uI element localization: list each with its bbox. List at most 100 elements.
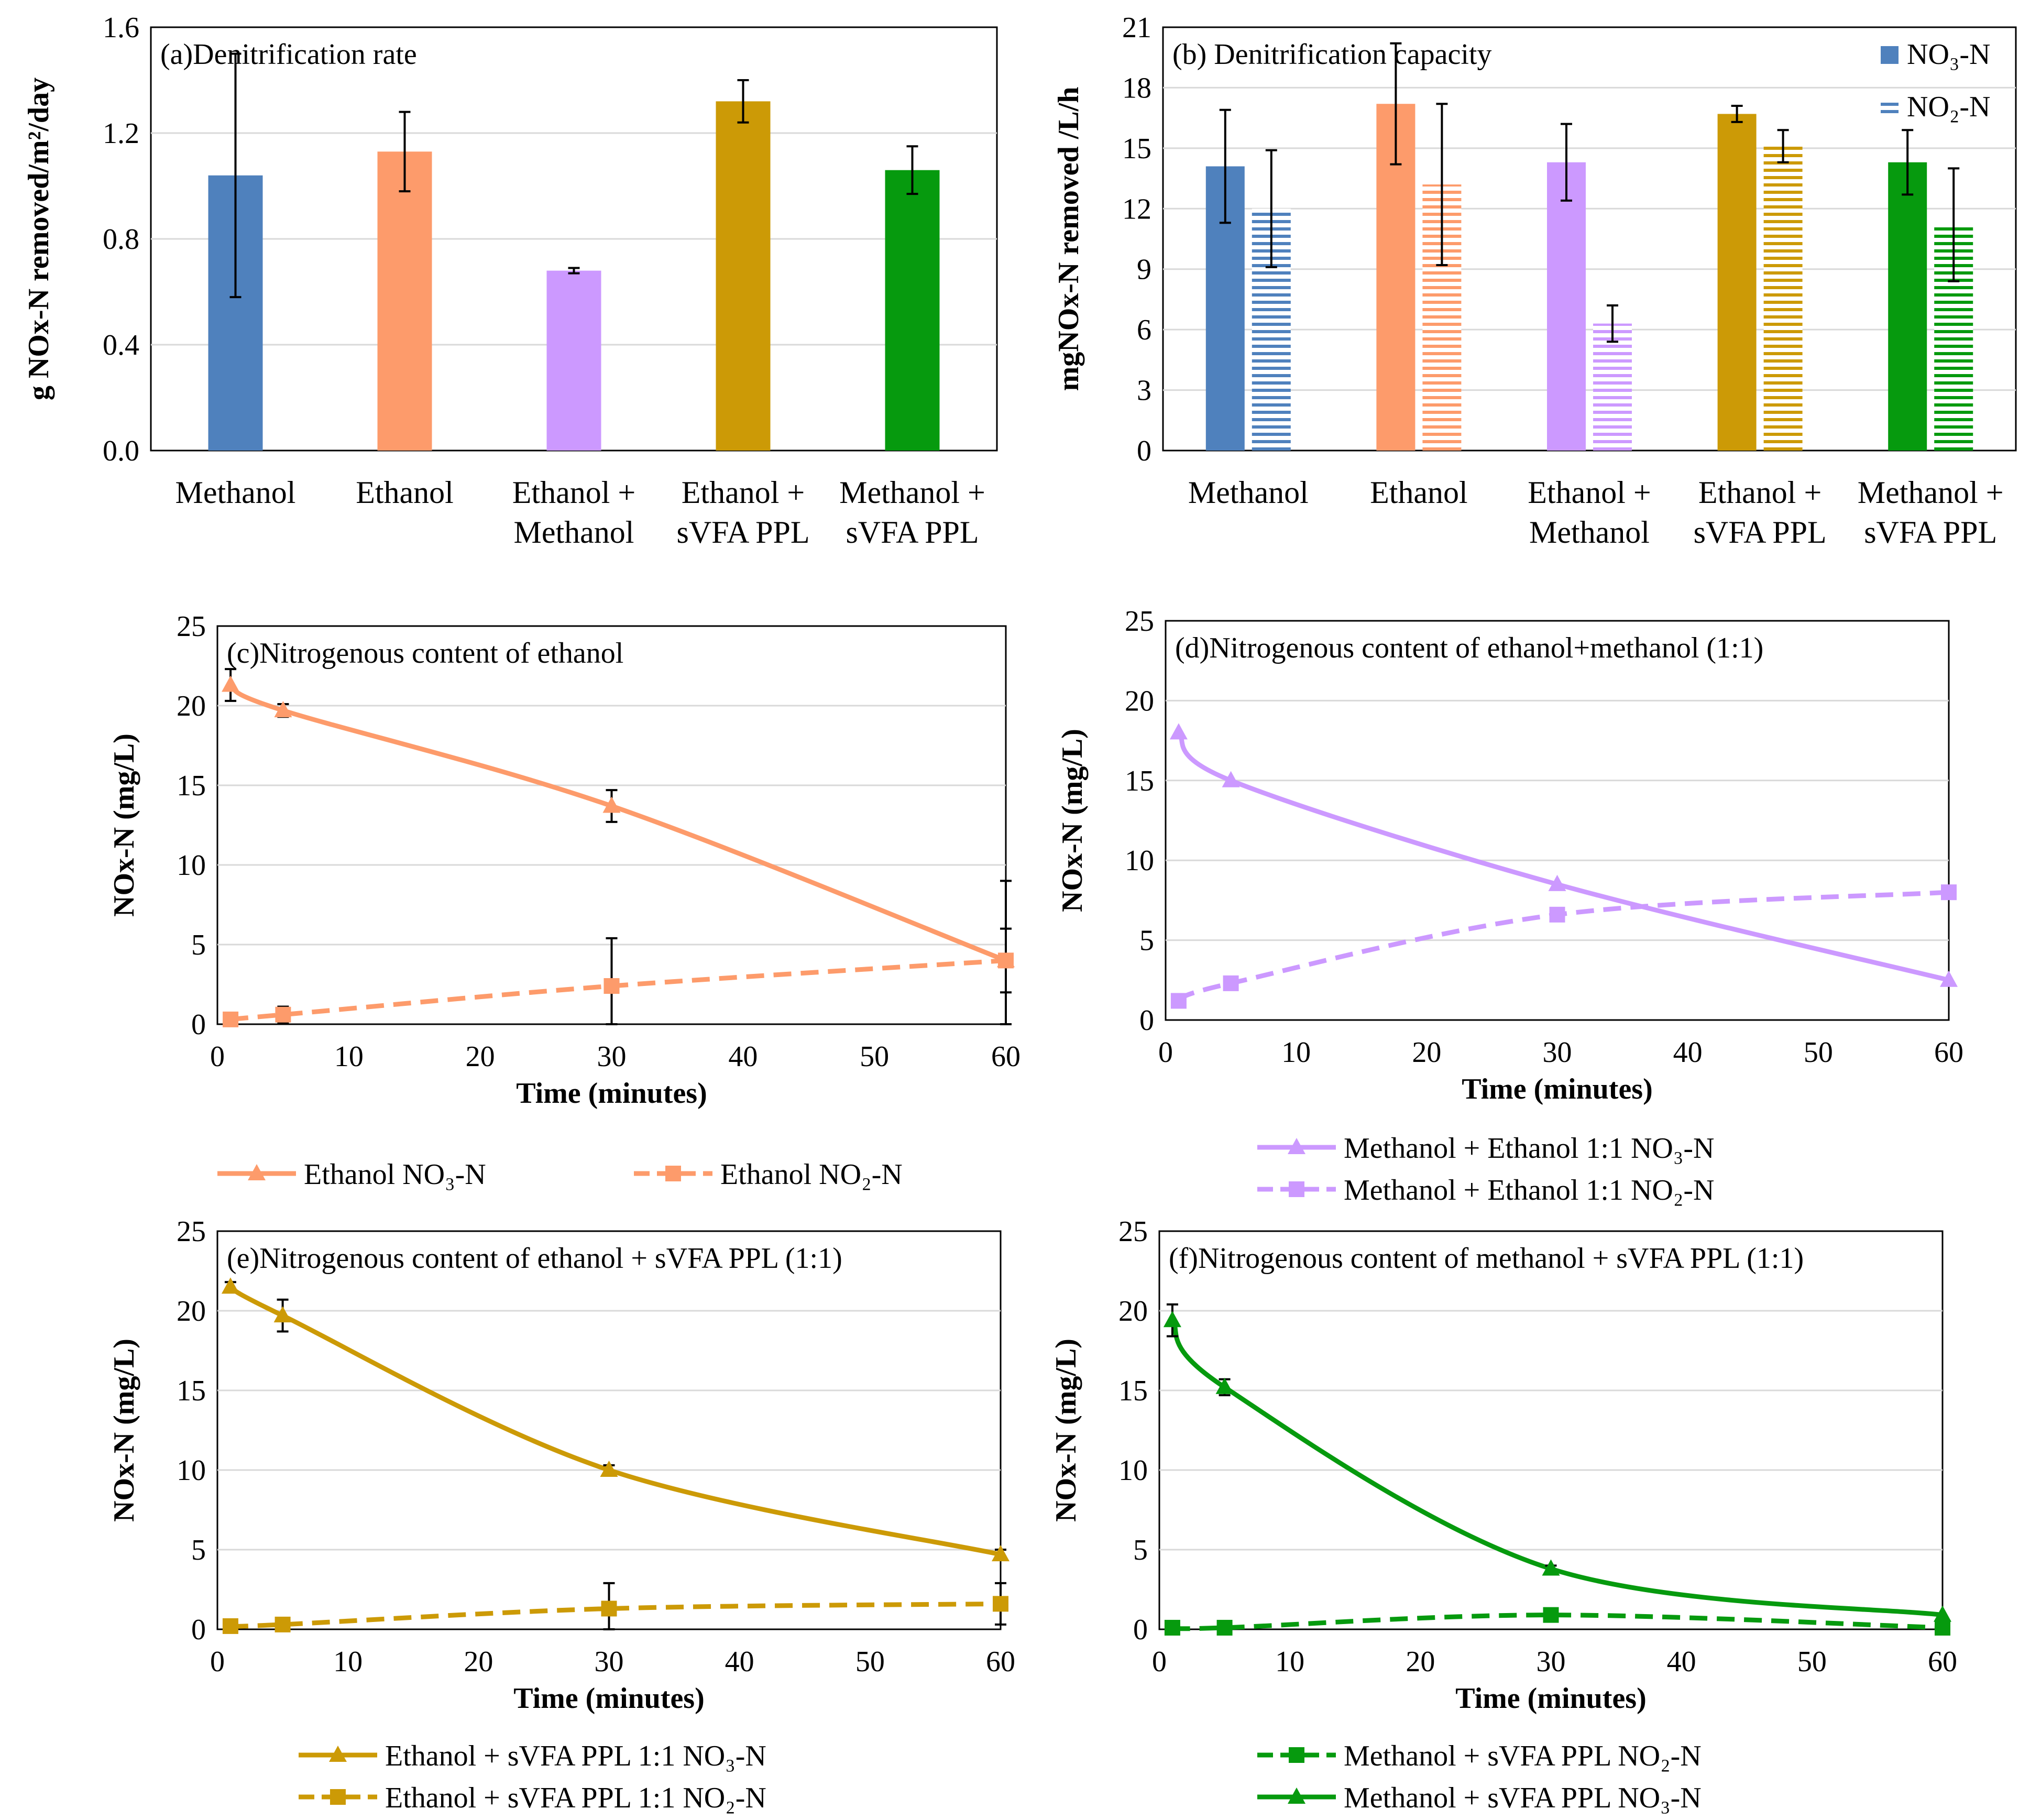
y-tick-label: 9 — [1137, 254, 1151, 286]
y-tick-label: 5 — [1133, 1534, 1148, 1566]
y-tick-label: 5 — [191, 1534, 206, 1566]
chart-title: (b) Denitrification capacity — [1172, 38, 1492, 71]
data-point-triangle — [1288, 1138, 1305, 1154]
x-tick-label: 10 — [334, 1040, 364, 1073]
x-axis-label: Time (minutes) — [1462, 1073, 1653, 1105]
chart-title: (e)Nitrogenous content of ethanol + sVFA… — [227, 1242, 842, 1275]
data-point-square — [1289, 1747, 1304, 1763]
y-tick-label: 0 — [1133, 1614, 1148, 1646]
y-tick-label: 3 — [1137, 375, 1151, 407]
y-axis-label: g NOx-N removed/m²/day — [23, 78, 55, 400]
bar — [1547, 162, 1586, 451]
y-tick-label: 0 — [191, 1008, 206, 1041]
y-axis-label: NOx-N (mg/L) — [108, 1339, 140, 1522]
data-point-triangle — [1163, 1311, 1181, 1328]
data-point-square — [1216, 1619, 1233, 1636]
y-tick-label: 1.2 — [103, 117, 139, 150]
data-point-triangle — [600, 1461, 618, 1477]
y-tick-label: 20 — [177, 690, 206, 722]
bar — [1717, 114, 1757, 451]
data-point-square — [993, 1596, 1008, 1612]
x-category-label: sVFA PPL — [1864, 515, 1997, 550]
x-tick-label: 30 — [1543, 1036, 1572, 1069]
x-tick-label: 50 — [855, 1646, 885, 1678]
x-tick-label: 30 — [597, 1040, 627, 1073]
y-tick-label: 18 — [1122, 72, 1151, 104]
chart-title: (c)Nitrogenous content of ethanol — [227, 637, 623, 670]
x-tick-label: 50 — [860, 1040, 889, 1073]
y-tick-label: 25 — [1125, 605, 1154, 638]
x-tick-label: 20 — [1406, 1646, 1435, 1678]
x-tick-label: 40 — [728, 1040, 758, 1073]
y-tick-label: 0 — [191, 1614, 206, 1646]
data-point-triangle — [602, 796, 621, 813]
y-tick-label: 12 — [1122, 193, 1151, 225]
x-category-label: sVFA PPL — [846, 515, 979, 550]
data-point-triangle — [1542, 1559, 1560, 1576]
x-tick-label: 60 — [991, 1040, 1021, 1073]
y-axis-label: NOx-N (mg/L) — [1050, 1339, 1082, 1522]
legend-label: Methanol + Ethanol 1:1 NO₂-N — [1344, 1174, 1714, 1207]
x-tick-label: 20 — [464, 1646, 493, 1678]
data-point-triangle — [329, 1746, 347, 1762]
x-tick-label: 10 — [1275, 1646, 1304, 1678]
x-category-label: Methanol — [1188, 475, 1309, 510]
x-category-label: Methanol — [514, 515, 634, 550]
y-tick-label: 0 — [1139, 1004, 1154, 1037]
y-tick-label: 25 — [177, 610, 206, 643]
y-tick-label: 10 — [1118, 1454, 1148, 1487]
data-point-square — [665, 1166, 681, 1181]
x-category-label: Ethanol + — [1698, 475, 1821, 510]
legend-label: Ethanol + sVFA PPL 1:1 NO₃-N — [385, 1740, 766, 1772]
legend: NO₃-N NO₂-N — [1881, 38, 1991, 123]
y-tick-label: 15 — [1118, 1375, 1148, 1407]
plot-area-border — [1162, 26, 2017, 452]
data-point-square — [275, 1616, 291, 1632]
x-tick-label: 30 — [595, 1646, 624, 1678]
legend-label: Methanol + sVFA PPL NO₃-N — [1344, 1782, 1702, 1814]
x-tick-label: 40 — [1673, 1036, 1703, 1069]
x-tick-label: 10 — [1281, 1036, 1311, 1069]
chart-b: 0 3 6 9 12 15 18 21 mgNOx-N removed /L/h (b) Deni… — [1052, 12, 2017, 550]
y-tick-label: 6 — [1137, 314, 1151, 346]
data-point-square — [1549, 906, 1565, 923]
x-tick-label: 60 — [1934, 1036, 1963, 1069]
data-point-triangle — [222, 675, 240, 692]
chart-title: (d)Nitrogenous content of ethanol+methan… — [1175, 632, 1763, 664]
legend-label: NO₂-N — [1907, 91, 1991, 123]
data-point-triangle — [1222, 771, 1240, 787]
y-tick-label: 0.4 — [103, 329, 139, 361]
bar — [1593, 323, 1632, 451]
y-tick-label: 0 — [1137, 435, 1151, 467]
y-tick-label: 20 — [1118, 1295, 1148, 1328]
data-point-square — [998, 952, 1014, 969]
legend-swatch — [1881, 98, 1899, 116]
x-axis-label: Time (minutes) — [516, 1077, 707, 1110]
series-line — [230, 958, 1006, 1022]
y-tick-label: 0.0 — [103, 435, 139, 467]
y-tick-label: 10 — [1125, 845, 1154, 877]
chart-a: 0.0 0.4 0.8 1.2 1.6 g NOx-N removed/m²/day (a)… — [23, 12, 998, 550]
chart-e: 0 5 10 15 20 25 NOx-N (mg/L) (e)Nitrogenous con… — [108, 1215, 1015, 1814]
legend-label: Ethanol NO₂-N — [720, 1158, 903, 1191]
plot-area-border — [1165, 620, 1950, 1021]
data-point-triangle — [1940, 970, 1958, 987]
x-category-label: Methanol — [175, 475, 296, 510]
x-tick-label: 50 — [1797, 1646, 1827, 1678]
data-point-triangle — [1169, 723, 1188, 740]
data-point-square — [1935, 1619, 1950, 1636]
y-tick-label: 20 — [1125, 685, 1154, 717]
x-tick-label: 0 — [1152, 1646, 1167, 1678]
series-line — [1178, 890, 1949, 1003]
legend-swatch — [1881, 46, 1899, 64]
series-line — [229, 1285, 1001, 1557]
x-tick-label: 50 — [1804, 1036, 1833, 1069]
data-point-square — [601, 1600, 617, 1617]
x-tick-label: 60 — [986, 1646, 1015, 1678]
x-tick-label: 10 — [333, 1646, 363, 1678]
chart-title: (f)Nitrogenous content of methanol + sVF… — [1169, 1242, 1804, 1275]
data-point-square — [1223, 975, 1239, 991]
x-category-label: sVFA PPL — [676, 515, 809, 550]
bar — [377, 151, 432, 451]
